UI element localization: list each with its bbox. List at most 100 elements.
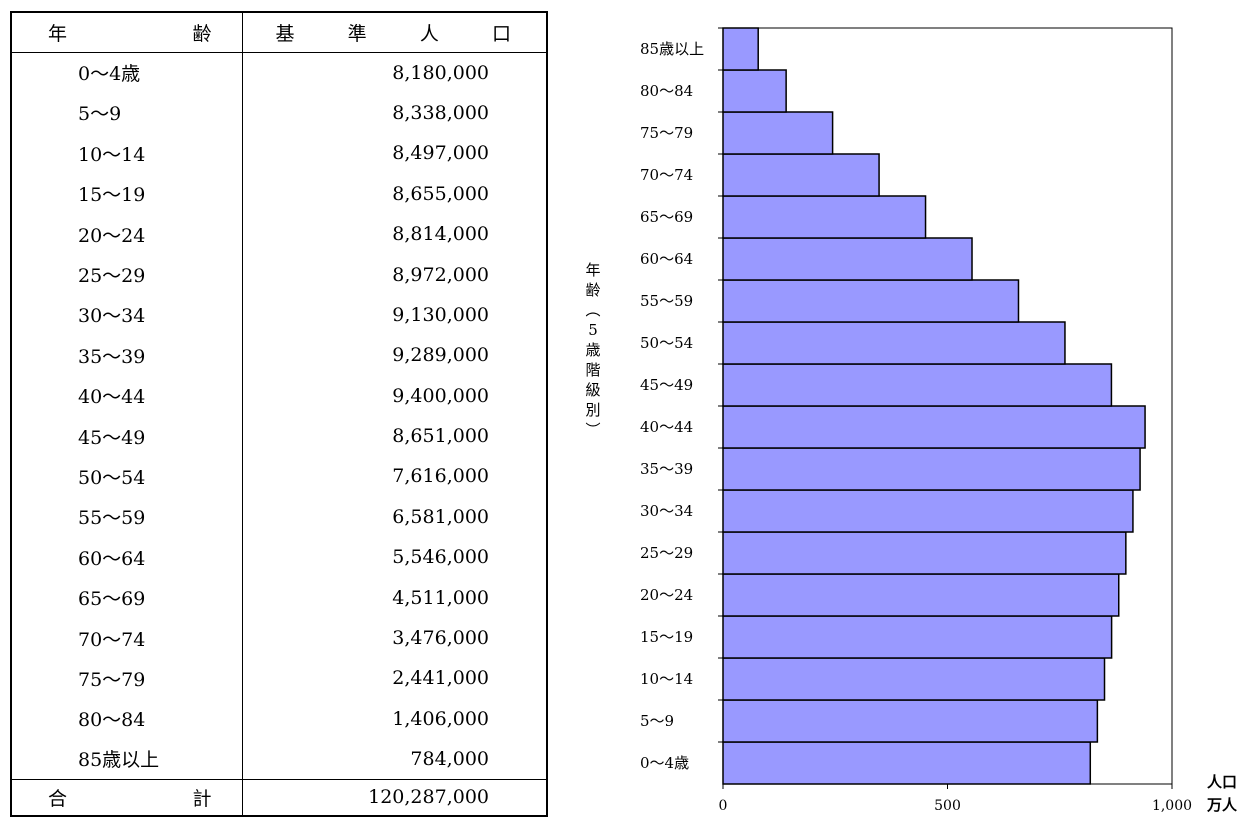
age-group-cell: 30～34 [11, 294, 243, 336]
category-label: 25～29 [640, 544, 693, 562]
category-label: 65～69 [640, 208, 693, 226]
table-header-row: 年 齢 基 準 人 口 [11, 12, 547, 53]
population-bar-chart: 0～4歳 5～9 10～14 15～19 20～24 25～29 30～34 35～39 40～… [585, 27, 1238, 814]
bar-4 [722, 573, 1120, 617]
population-cell: 8,497,000 [392, 142, 489, 165]
category-label: 55～59 [640, 292, 693, 310]
y-axis-title-char: 級 [585, 381, 600, 399]
category-label: 5～9 [640, 712, 674, 730]
bar-15 [722, 111, 834, 155]
header-age-cell: 年 齢 [11, 12, 243, 53]
bar-14 [722, 153, 880, 197]
population-cell: 7,616,000 [392, 465, 489, 488]
age-group-cell: 20～24 [11, 213, 243, 255]
bar-17 [722, 27, 759, 71]
table-row: 60～64 5,546,000 [11, 537, 547, 578]
age-group-cell: 40～44 [11, 375, 243, 416]
bar-10 [722, 321, 1066, 365]
population-cell: 9,289,000 [392, 344, 489, 367]
age-group-cell: 45～49 [11, 415, 243, 457]
table-row: 25～29 8,972,000 [11, 254, 547, 295]
category-label: 35～39 [640, 460, 693, 478]
population-cell: 8,814,000 [392, 223, 489, 246]
y-axis-title-char: 別 [585, 401, 600, 419]
bar-2 [722, 657, 1106, 701]
bar-7 [722, 447, 1141, 491]
category-label: 40～44 [640, 418, 693, 436]
age-group-cell: 85歳以上 [11, 739, 243, 780]
population-cell: 8,180,000 [392, 61, 489, 84]
population-cell: 8,972,000 [392, 263, 489, 286]
y-axis-title-char: 齢 [585, 281, 600, 299]
population-cell: 784,000 [410, 747, 489, 770]
population-cell: 4,511,000 [392, 586, 489, 609]
bar-16 [722, 69, 787, 113]
y-axis-title-char: 5 [588, 321, 598, 339]
header-pop-char: 口 [491, 22, 511, 45]
category-label: 30～34 [640, 502, 693, 520]
category-label: 75～79 [640, 124, 693, 142]
header-age-char: 齢 [192, 22, 212, 45]
category-label: 20～24 [640, 586, 693, 604]
bar-8 [722, 405, 1146, 449]
population-cell: 8,338,000 [392, 101, 489, 124]
age-group-cell: 60～64 [11, 537, 243, 578]
total-label-char: 合 [48, 787, 68, 810]
age-group-cell: 15～19 [11, 173, 243, 214]
population-cell: 1,406,000 [392, 707, 489, 730]
header-pop-char: 基 [275, 22, 295, 45]
x-tick-label: 500 [934, 798, 961, 814]
population-cell: 5,546,000 [392, 546, 489, 569]
age-group-cell: 75～79 [11, 658, 243, 699]
header-pop-char: 準 [347, 22, 367, 45]
total-label-cell: 合計 [11, 778, 243, 816]
category-label: 10～14 [640, 670, 693, 688]
category-label: 70～74 [640, 166, 693, 184]
table-row: 35～39 9,289,000 [11, 335, 547, 376]
table-row: 40～44 9,400,000 [11, 375, 547, 416]
category-label: 15～19 [640, 628, 693, 646]
bar-5 [722, 531, 1127, 575]
age-group-cell: 0～4歳 [11, 52, 243, 93]
population-cell: 8,655,000 [392, 182, 489, 205]
table-row: 70～74 3,476,000 [11, 617, 547, 659]
population-cell: 9,130,000 [392, 303, 489, 326]
table-row: 55～59 6,581,000 [11, 496, 547, 538]
table-row: 15～19 8,655,000 [11, 173, 547, 214]
age-group-cell: 70～74 [11, 617, 243, 659]
table-row: 5～9 8,338,000 [11, 92, 547, 134]
category-label: 85歳以上 [640, 40, 704, 58]
population-cell: 2,441,000 [392, 667, 489, 690]
table-row: 85歳以上 784,000 [11, 739, 547, 780]
x-axis-unit-line-2: 万人 [1206, 796, 1238, 814]
bar-9 [722, 363, 1113, 407]
population-table: 年 齢 基 準 人 口 0～4歳 8,180,000 5～9 8,338,000 10～… [10, 11, 548, 817]
age-group-cell: 55～59 [11, 496, 243, 538]
bar-11 [722, 279, 1020, 323]
table-row: 45～49 8,651,000 [11, 415, 547, 457]
y-axis-title-char: 歳 [585, 341, 600, 359]
age-group-cell: 25～29 [11, 254, 243, 295]
x-axis-unit-line-1: 人口 [1207, 773, 1237, 791]
total-label-char: 計 [192, 787, 212, 810]
age-group-cell: 50～54 [11, 456, 243, 497]
y-axis-title-char: ︵ [585, 301, 600, 319]
table-row: 50～54 7,616,000 [11, 456, 547, 497]
age-group-cell: 65～69 [11, 577, 243, 618]
y-axis-title-char: 階 [585, 361, 600, 379]
table-row: 30～34 9,130,000 [11, 294, 547, 336]
bar-12 [722, 237, 973, 281]
y-axis-title-char: 年 [585, 261, 600, 279]
category-label: 80～84 [640, 82, 693, 100]
age-group-cell: 80～84 [11, 698, 243, 740]
category-label: 60～64 [640, 250, 693, 268]
bar-13 [722, 195, 927, 239]
population-cell: 3,476,000 [392, 627, 489, 650]
header-population-cell: 基 準 人 口 [242, 12, 547, 53]
x-tick-label: 0 [719, 798, 728, 814]
bar-3 [722, 615, 1113, 659]
plot-area: 0～4歳 5～9 10～14 15～19 20～24 25～29 30～34 35～39 40～… [640, 27, 1192, 814]
table-row: 20～24 8,814,000 [11, 213, 547, 255]
table-total-row: 合計 120,287,000 [11, 778, 547, 816]
bar-0 [722, 741, 1092, 785]
